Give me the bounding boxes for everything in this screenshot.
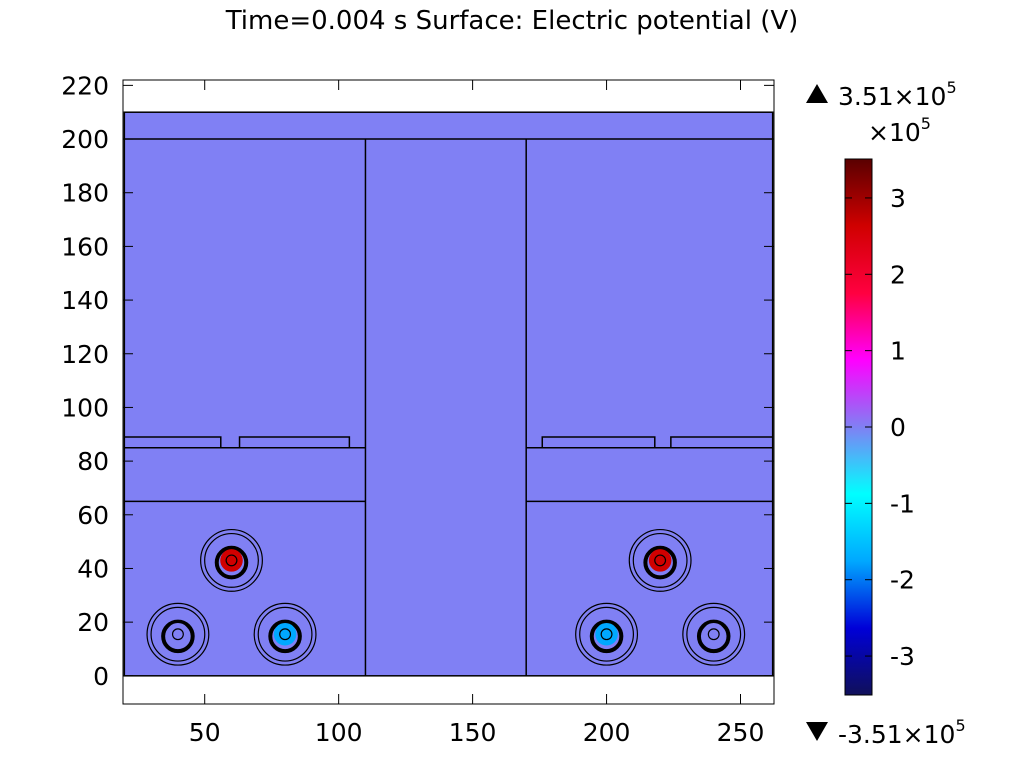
cable-middle-ring xyxy=(686,606,742,662)
cable-sheath xyxy=(696,619,731,654)
left-slab-segment-a xyxy=(124,436,222,448)
cable-conductor-core xyxy=(600,628,613,641)
chart-title: Time=0.004 s Surface: Electric potential… xyxy=(225,6,799,36)
colorbar-min-value: -3.51×10 xyxy=(838,720,956,749)
y-tick-label: 200 xyxy=(61,125,109,154)
y-tick-label: 60 xyxy=(77,501,109,530)
cable-conductor-core xyxy=(654,554,667,567)
cable-3 xyxy=(253,602,317,666)
y-tick-label: 40 xyxy=(77,554,109,583)
max-triangle-icon xyxy=(806,84,828,103)
cable-middle-ring xyxy=(204,532,259,588)
min-triangle-icon xyxy=(806,722,828,741)
cable-sheath xyxy=(161,619,195,654)
left-slab-segment-b xyxy=(238,436,351,448)
plot-area: 50 100 150 200 250 0 20 40 60 80 100 120 140 160 180 20… xyxy=(61,71,775,747)
cable-outer-ring xyxy=(575,602,639,666)
y-tick-label: 160 xyxy=(61,232,109,261)
colorbar-tick-label: -3 xyxy=(890,642,915,671)
cable-conductor-core xyxy=(225,554,238,567)
colorbar-unit-exponent: 5 xyxy=(920,114,931,133)
y-tick-label: 100 xyxy=(61,393,109,422)
y-tick-label: 140 xyxy=(61,286,109,315)
cable-1 xyxy=(200,528,263,592)
y-tick-label: 120 xyxy=(61,340,109,369)
cable-sheath xyxy=(643,545,677,580)
x-tick-label: 100 xyxy=(315,718,363,747)
cable-outer-ring xyxy=(253,602,317,666)
cable-6 xyxy=(682,602,746,666)
colorbar-min-exponent: 5 xyxy=(955,716,966,735)
colorbar-max-value: 3.51×10 xyxy=(838,82,947,111)
colorbar-tick-label: -1 xyxy=(890,489,915,518)
y-tick-label: 20 xyxy=(77,608,109,637)
cable-outer-ring xyxy=(200,528,263,592)
cable-conductor-core xyxy=(279,628,292,641)
colorbar-tick-label: 3 xyxy=(890,184,906,213)
cable-middle-ring xyxy=(150,606,206,662)
x-tick-label: 200 xyxy=(583,718,631,747)
colorbar-unit-base: ×10 xyxy=(868,118,921,147)
cable-outer-ring xyxy=(628,528,692,592)
x-tick-label: 150 xyxy=(449,718,497,747)
colorbar-tick-label: 2 xyxy=(890,260,906,289)
colorbar-min-label: -3.51×105 xyxy=(806,716,966,749)
cable-middle-ring xyxy=(632,532,688,588)
cable-sheath xyxy=(268,619,302,654)
cable-5 xyxy=(575,602,639,666)
cable-conductor-core xyxy=(707,628,720,641)
cable-sheath xyxy=(589,619,624,654)
cable-sheath xyxy=(214,545,249,580)
cable-middle-ring xyxy=(579,606,635,662)
cable-outer-ring xyxy=(146,602,210,666)
colorbar-max-label: 3.51×105 xyxy=(806,78,957,111)
cable-2 xyxy=(146,602,210,666)
cable-outer-ring xyxy=(682,602,746,666)
cable-middle-ring xyxy=(257,606,313,662)
y-tick-label: 0 xyxy=(93,662,109,691)
right-slab-segment-a xyxy=(541,436,656,448)
y-tick-label: 80 xyxy=(77,447,109,476)
y-tick-label: 220 xyxy=(61,71,109,100)
colorbar: 3 2 1 0 -1 -2 -3 xyxy=(844,158,915,696)
cable-4 xyxy=(628,528,692,592)
y-tick-label: 180 xyxy=(61,179,109,208)
right-slab-segment-b xyxy=(670,436,773,448)
colorbar-tick-label: 1 xyxy=(890,337,906,366)
x-tick-label: 250 xyxy=(717,718,765,747)
potential-field xyxy=(123,111,774,677)
colorbar-unit-multiplier: ×105 xyxy=(868,114,931,147)
cable-conductor-core xyxy=(171,628,184,641)
colorbar-tick-label: -2 xyxy=(890,566,915,595)
x-tick-label: 50 xyxy=(189,718,221,747)
colorbar-tick-label: 0 xyxy=(890,413,906,442)
colorbar-max-exponent: 5 xyxy=(946,78,957,97)
